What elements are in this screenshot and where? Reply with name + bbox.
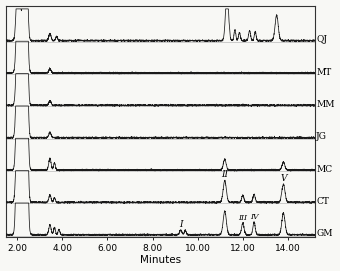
Text: MC: MC <box>316 164 332 174</box>
Text: IV: IV <box>250 213 258 221</box>
Text: GM: GM <box>316 229 333 238</box>
X-axis label: Minutes: Minutes <box>140 256 181 265</box>
Text: II: II <box>221 170 228 179</box>
Text: CT: CT <box>316 197 329 206</box>
Text: V: V <box>280 174 287 183</box>
Text: III: III <box>238 214 247 222</box>
Text: I: I <box>179 220 183 229</box>
Text: MM: MM <box>316 100 335 109</box>
Text: MT: MT <box>316 67 331 77</box>
Text: QJ: QJ <box>316 35 327 44</box>
Text: JG: JG <box>316 132 327 141</box>
